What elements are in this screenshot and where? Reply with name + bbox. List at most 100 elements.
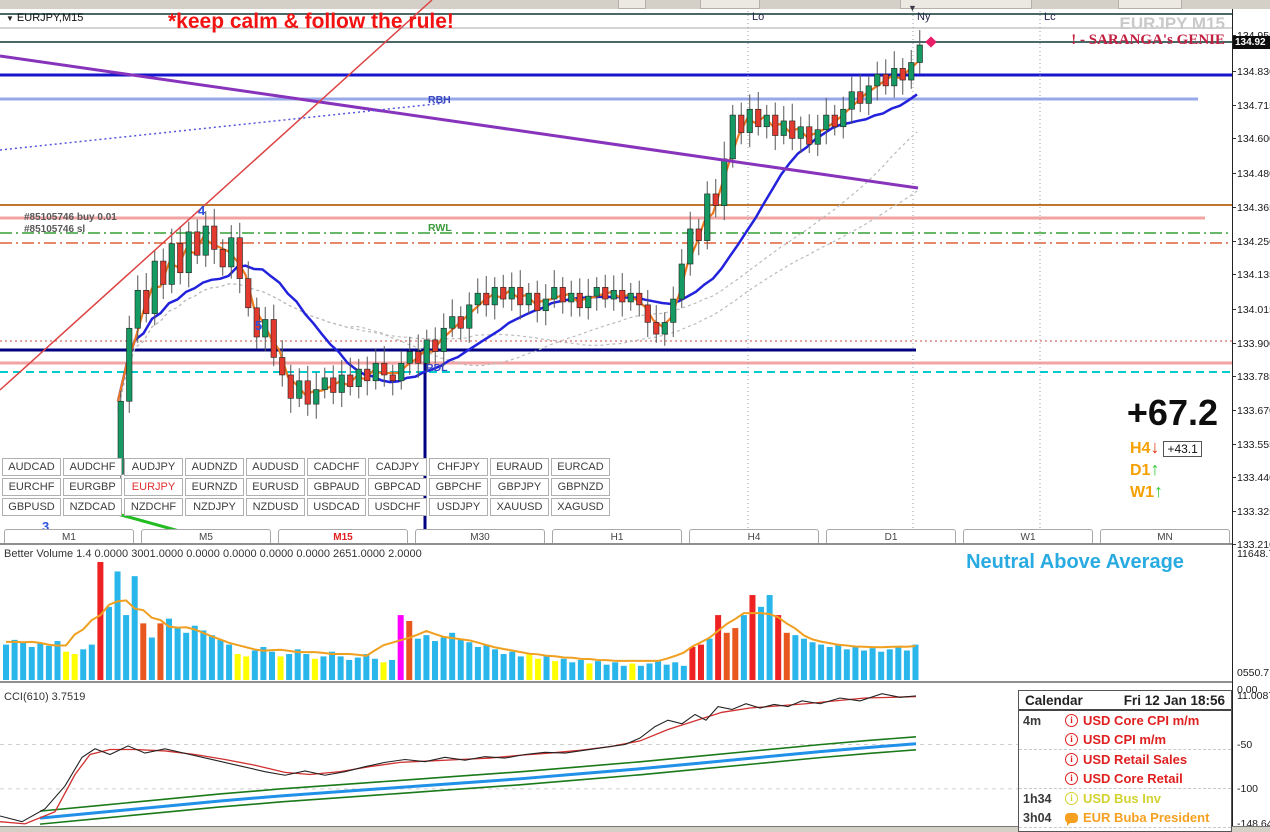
volume-bar: [183, 632, 190, 680]
pair-button-nzdjpy[interactable]: NZDJPY: [185, 498, 244, 516]
pair-button-gbpchf[interactable]: GBPCHF: [429, 478, 488, 496]
pips-change-value: +67.2: [1126, 392, 1218, 433]
symbol-selector[interactable]: ▼ EURJPY,M15: [6, 12, 83, 24]
pair-button-gbpcad[interactable]: GBPCAD: [368, 478, 427, 496]
candle: [619, 289, 626, 303]
level-label-rbh: RBH: [428, 94, 451, 106]
tick-mark: [1233, 477, 1236, 479]
pair-button-cadchf[interactable]: CADCHF: [307, 458, 366, 476]
candle: [899, 68, 906, 81]
pair-button-gbpjpy[interactable]: GBPJPY: [490, 478, 549, 496]
volume-bar: [54, 641, 61, 680]
info-icon: i: [1065, 733, 1078, 746]
volume-bar: [88, 644, 95, 680]
volume-bar: [131, 576, 138, 680]
pair-button-eurgbp[interactable]: EURGBP: [63, 478, 122, 496]
price-tick-label: 134.015: [1237, 304, 1270, 317]
candle: [279, 357, 286, 376]
candle: [610, 289, 617, 300]
pair-button-eurnzd[interactable]: EURNZD: [185, 478, 244, 496]
price-tick-label: 134.250: [1237, 235, 1270, 248]
cci-indicator-header: CCI(610) 3.7519: [4, 691, 86, 703]
candle: [338, 374, 345, 393]
candle: [517, 287, 524, 306]
candle: [644, 304, 651, 323]
pair-button-nzdusd[interactable]: NZDUSD: [246, 498, 305, 516]
candle: [831, 114, 838, 128]
candle: [908, 62, 915, 81]
volume-bar: [758, 606, 765, 680]
pair-button-xagusd[interactable]: XAGUSD: [551, 498, 610, 516]
volume-bar: [157, 623, 164, 680]
pair-button-eurjpy[interactable]: EURJPY: [124, 478, 183, 496]
pair-button-cadjpy[interactable]: CADJPY: [368, 458, 427, 476]
candle: [874, 73, 881, 87]
calendar-row: 10h34iCNY Foreign Direct: [1019, 828, 1231, 831]
calendar-event-time: 3h04: [1023, 810, 1052, 825]
volume-bar: [697, 644, 704, 680]
pair-button-gbpusd[interactable]: GBPUSD: [2, 498, 61, 516]
pair-button-nzdcad[interactable]: NZDCAD: [63, 498, 122, 516]
toolbar-button-fragment[interactable]: [700, 0, 760, 9]
volume-bar: [792, 635, 799, 680]
pair-button-eurchf[interactable]: EURCHF: [2, 478, 61, 496]
toolbar-button-fragment[interactable]: [1118, 0, 1182, 9]
volume-bar: [526, 654, 533, 680]
toolbar-button-fragment[interactable]: [900, 0, 1032, 9]
volume-bar: [783, 632, 790, 680]
candle: [542, 298, 549, 312]
pair-button-audcad[interactable]: AUDCAD: [2, 458, 61, 476]
calendar-event-text: USD CPI m/m: [1083, 732, 1167, 747]
candle: [678, 263, 685, 300]
trend-arrow-up-icon: ↑: [1154, 481, 1163, 501]
session-marker-icon: ▼: [908, 3, 917, 13]
candle: [712, 193, 719, 206]
pair-button-gbpaud[interactable]: GBPAUD: [307, 478, 366, 496]
pair-button-chfjpy[interactable]: CHFJPY: [429, 458, 488, 476]
volume-bar: [260, 646, 267, 680]
pair-button-audjpy[interactable]: AUDJPY: [124, 458, 183, 476]
main-chart-pane[interactable]: [0, 0, 1232, 549]
pair-button-usdcad[interactable]: USDCAD: [307, 498, 366, 516]
pair-button-usdjpy[interactable]: USDJPY: [429, 498, 488, 516]
pair-button-euraud[interactable]: EURAUD: [490, 458, 549, 476]
order-sl-label: #85105746 sl: [24, 224, 86, 235]
toolbar-button-fragment[interactable]: [618, 0, 646, 9]
calendar-header: Calendar Fri 12 Jan 18:56: [1019, 691, 1231, 711]
candle: [449, 316, 456, 329]
pair-button-audchf[interactable]: AUDCHF: [63, 458, 122, 476]
volume-bar: [20, 642, 27, 680]
pair-button-xauusd[interactable]: XAUUSD: [490, 498, 549, 516]
volume-bar: [363, 654, 370, 680]
time-axis-strip: [0, 826, 1270, 832]
price-tick-label: 133.210: [1237, 539, 1270, 552]
pair-button-eurusd[interactable]: EURUSD: [246, 478, 305, 496]
chart-watermark: EURJPY M15: [1119, 14, 1225, 33]
pair-button-nzdchf[interactable]: NZDCHF: [124, 498, 183, 516]
pair-button-audusd[interactable]: AUDUSD: [246, 458, 305, 476]
candle: [330, 377, 337, 393]
calendar-panel: Calendar Fri 12 Jan 18:56 4m i USD Core CP…: [1018, 690, 1232, 832]
pair-button-eurcad[interactable]: EURCAD: [551, 458, 610, 476]
indicator-axis-label: -100: [1237, 783, 1259, 795]
candle: [296, 380, 303, 399]
pair-button-audnzd[interactable]: AUDNZD: [185, 458, 244, 476]
indicator-axis-label: -50: [1237, 739, 1253, 751]
pair-button-usdchf[interactable]: USDCHF: [368, 498, 427, 516]
tick-mark: [1233, 34, 1236, 36]
volume-bar: [723, 632, 730, 680]
candle: [185, 231, 192, 274]
volume-bar: [569, 662, 576, 680]
volume-bar: [655, 661, 662, 680]
trend-row-h4: H4↓ +43.1: [1130, 437, 1230, 458]
symbol-label: EURJPY,M15: [16, 12, 84, 24]
price-tick-label: 134.365: [1237, 202, 1270, 215]
volume-bar: [251, 650, 258, 680]
candle: [415, 351, 422, 364]
volume-indicator-header: Better Volume 1.4 0.0000 3001.0000 0.000…: [4, 548, 422, 560]
candle: [466, 304, 473, 329]
indicator-axis-label: 0550.7: [1237, 667, 1270, 679]
pane-separator[interactable]: [0, 681, 1270, 683]
pair-button-gbpnzd[interactable]: GBPNZD: [551, 478, 610, 496]
pane-separator[interactable]: [0, 543, 1270, 545]
